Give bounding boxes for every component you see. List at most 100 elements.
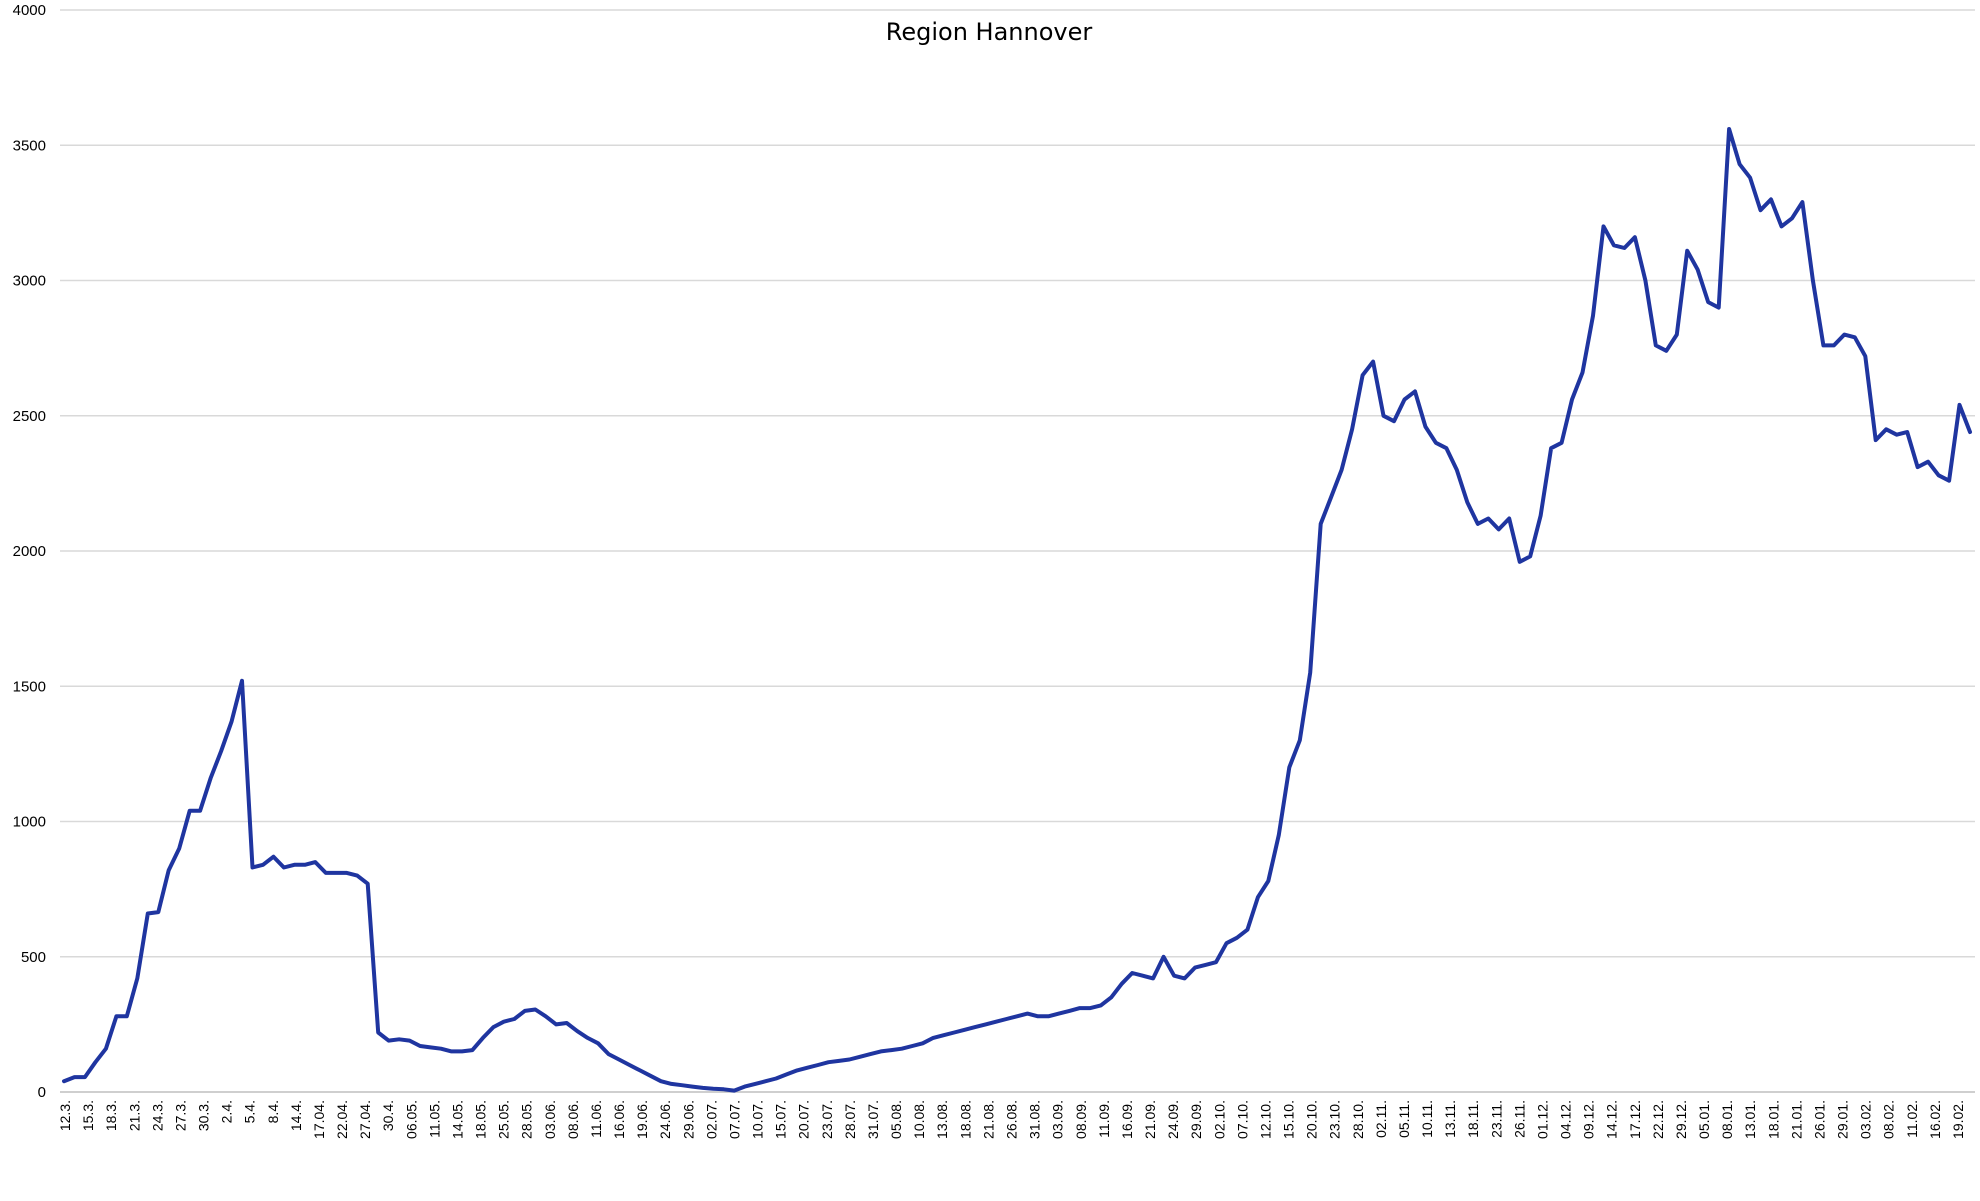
x-tick-label: 31.07. xyxy=(865,1100,881,1139)
x-tick-label: 08.01. xyxy=(1719,1100,1735,1139)
x-tick-label: 27.04. xyxy=(357,1100,373,1139)
x-tick-label: 16.02. xyxy=(1927,1100,1943,1139)
y-tick-label: 4000 xyxy=(13,2,46,19)
x-tick-label: 02.11. xyxy=(1373,1100,1389,1138)
x-tick-label: 10.08. xyxy=(911,1100,927,1139)
x-tick-label: 29.06. xyxy=(680,1100,696,1139)
x-tick-label: 13.11. xyxy=(1442,1100,1458,1138)
x-tick-label: 10.07. xyxy=(750,1100,766,1139)
x-tick-label: 05.11. xyxy=(1396,1100,1412,1138)
x-tick-label: 05.01. xyxy=(1696,1100,1712,1139)
x-tick-label: 15.07. xyxy=(773,1100,789,1139)
y-tick-label: 3000 xyxy=(13,273,46,290)
x-tick-label: 30.4. xyxy=(380,1100,396,1131)
x-tick-label: 13.01. xyxy=(1742,1100,1758,1139)
x-tick-label: 14.12. xyxy=(1604,1100,1620,1139)
x-tick-label: 26.11. xyxy=(1511,1100,1527,1138)
x-tick-label: 21.3. xyxy=(126,1100,142,1131)
x-tick-label: 07.07. xyxy=(726,1100,742,1139)
y-axis-ticks: 0 500 1000 1500 2000 2500 3000 3500 4000 xyxy=(13,2,46,1101)
x-tick-label: 03.06. xyxy=(542,1100,558,1139)
x-tick-label: 17.04. xyxy=(311,1100,327,1139)
y-tick-label: 500 xyxy=(21,949,46,966)
y-tick-label: 2000 xyxy=(13,543,46,560)
x-tick-label: 24.09. xyxy=(1165,1100,1181,1139)
chart-title: Region Hannover xyxy=(886,18,1093,46)
x-tick-label: 26.01. xyxy=(1811,1100,1827,1139)
x-tick-label: 30.3. xyxy=(196,1100,212,1131)
x-tick-label: 18.08. xyxy=(957,1100,973,1139)
x-tick-label: 18.11. xyxy=(1465,1100,1481,1138)
x-tick-label: 18.05. xyxy=(473,1100,489,1139)
series-layer xyxy=(62,127,1972,1093)
x-tick-label: 10.11. xyxy=(1419,1100,1435,1138)
x-tick-label: 04.12. xyxy=(1558,1100,1574,1139)
x-tick-label: 08.09. xyxy=(1073,1100,1089,1139)
x-tick-label: 8.4. xyxy=(265,1100,281,1123)
x-tick-label: 21.08. xyxy=(980,1100,996,1139)
y-tick-label: 1500 xyxy=(13,678,46,695)
x-axis-ticks: 12.3. 15.3. 18.3. 21.3. 24.3. 27.3. 30.3. 2.4. 5… xyxy=(57,1100,1966,1139)
x-tick-label: 02.10. xyxy=(1211,1100,1227,1139)
x-tick-label: 11.09. xyxy=(1096,1100,1112,1138)
x-tick-label: 09.12. xyxy=(1581,1100,1597,1139)
x-tick-label: 03.09. xyxy=(1050,1100,1066,1139)
x-tick-label: 14.05. xyxy=(449,1100,465,1139)
x-tick-label: 12.3. xyxy=(57,1100,73,1131)
x-tick-label: 27.3. xyxy=(172,1100,188,1131)
x-tick-label: 29.12. xyxy=(1673,1100,1689,1139)
x-tick-label: 06.05. xyxy=(403,1100,419,1139)
x-tick-label: 15.10. xyxy=(1281,1100,1297,1139)
x-tick-label: 20.10. xyxy=(1304,1100,1320,1139)
x-tick-label: 16.09. xyxy=(1119,1100,1135,1139)
x-tick-label: 01.12. xyxy=(1534,1100,1550,1139)
x-tick-label: 28.10. xyxy=(1350,1100,1366,1139)
x-tick-label: 11.06. xyxy=(588,1100,604,1138)
x-tick-label: 12.10. xyxy=(1257,1100,1273,1139)
x-tick-label: 23.07. xyxy=(819,1100,835,1139)
y-tick-label: 1000 xyxy=(13,814,46,831)
x-tick-label: 02.07. xyxy=(703,1100,719,1139)
x-tick-label: 13.08. xyxy=(934,1100,950,1139)
x-tick-label: 24.06. xyxy=(657,1100,673,1139)
x-tick-label: 07.10. xyxy=(1234,1100,1250,1139)
x-tick-label: 24.3. xyxy=(149,1100,165,1131)
x-tick-label: 11.05. xyxy=(426,1100,442,1138)
x-tick-label: 21.01. xyxy=(1788,1100,1804,1139)
y-tick-label: 2500 xyxy=(13,408,46,425)
x-tick-label: 19.06. xyxy=(634,1100,650,1139)
y-tick-label: 3500 xyxy=(13,137,46,154)
x-tick-label: 25.05. xyxy=(496,1100,512,1139)
x-tick-label: 23.10. xyxy=(1327,1100,1343,1139)
x-tick-label: 23.11. xyxy=(1488,1100,1504,1138)
x-tick-label: 03.02. xyxy=(1858,1100,1874,1139)
x-tick-label: 22.12. xyxy=(1650,1100,1666,1139)
x-tick-label: 31.08. xyxy=(1027,1100,1043,1139)
x-tick-label: 14.4. xyxy=(288,1100,304,1131)
x-tick-label: 21.09. xyxy=(1142,1100,1158,1139)
x-tick-label: 11.02. xyxy=(1904,1100,1920,1138)
x-tick-label: 28.05. xyxy=(519,1100,535,1139)
gridlines xyxy=(60,9,1975,1093)
x-tick-label: 08.02. xyxy=(1881,1100,1897,1139)
x-tick-label: 18.3. xyxy=(103,1100,119,1131)
x-tick-label: 29.09. xyxy=(1188,1100,1204,1139)
x-tick-label: 08.06. xyxy=(565,1100,581,1139)
x-tick-label: 2.4. xyxy=(219,1100,235,1123)
x-tick-label: 17.12. xyxy=(1627,1100,1643,1139)
x-tick-label: 20.07. xyxy=(796,1100,812,1139)
x-tick-label: 18.01. xyxy=(1765,1100,1781,1139)
x-tick-label: 26.08. xyxy=(1004,1100,1020,1139)
x-tick-label: 28.07. xyxy=(842,1100,858,1139)
x-tick-label: 5.4. xyxy=(242,1100,258,1123)
x-tick-label: 19.02. xyxy=(1950,1100,1966,1139)
x-tick-label: 16.06. xyxy=(611,1100,627,1139)
x-tick-label: 22.04. xyxy=(334,1100,350,1139)
y-tick-label: 0 xyxy=(38,1084,46,1101)
x-tick-label: 15.3. xyxy=(80,1100,96,1131)
series-line xyxy=(62,127,1972,1093)
x-tick-label: 05.08. xyxy=(888,1100,904,1139)
x-tick-label: 29.01. xyxy=(1835,1100,1851,1139)
